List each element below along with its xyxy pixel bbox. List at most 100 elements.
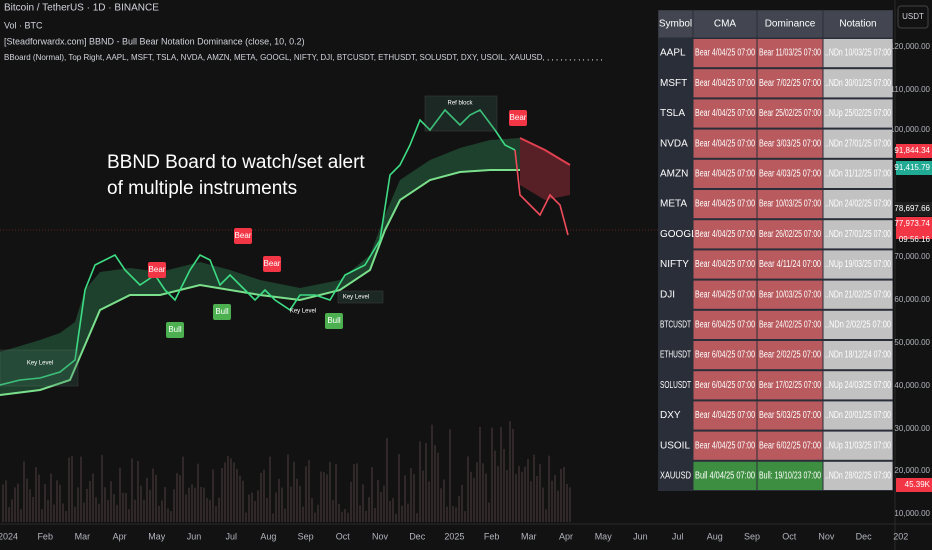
time-label: Dec [856, 531, 873, 541]
symbol: DXY [660, 410, 681, 421]
price-tag-label: 77,973.74 [894, 219, 930, 228]
table-cell [693, 280, 757, 309]
cell-text: Bear 5/03/25 07:00 [759, 410, 821, 421]
volume-bar [236, 469, 238, 522]
volume-bar [50, 473, 52, 522]
volume-bar [113, 494, 115, 522]
cell-text: Bear 4/04/25 07:00 [695, 169, 755, 180]
volume-bar [317, 504, 319, 522]
cell-text: ..NDn 27/01/25 07:00 [825, 229, 891, 240]
volume-bar [206, 498, 208, 522]
table-cell [693, 371, 757, 400]
price-label: 10,000.00 [894, 509, 930, 518]
volume-bar [146, 477, 148, 522]
volume-bar [2, 484, 4, 522]
cell-text: Bear 4/04/25 07:00 [695, 199, 755, 210]
cell-text: Bear 6/04/25 07:00 [695, 350, 755, 361]
price-series [514, 149, 569, 236]
table-cell [757, 401, 823, 430]
volume-bar [332, 500, 334, 522]
volume-bar [62, 503, 64, 522]
cell-text: Bear 2/02/25 07:00 [759, 350, 821, 361]
symbol: META [660, 199, 687, 210]
signal-label: Bear [510, 113, 527, 122]
volume-bar [275, 492, 277, 522]
column-header: CMA [714, 19, 737, 30]
signal-label: Bull [215, 307, 229, 316]
time-label: Aug [260, 531, 276, 541]
volume-bar [527, 459, 529, 522]
signal-badge [213, 304, 231, 320]
cell-text: Bear 17/02/25 07:00 [759, 380, 821, 391]
volume-bar [437, 452, 439, 522]
volume-bar [452, 506, 454, 522]
volume-bar [329, 461, 331, 522]
volume-bar [269, 456, 271, 522]
volume-bar [554, 474, 556, 522]
volume-bar [311, 498, 313, 522]
time-label: Aug [707, 531, 723, 541]
zone-box [424, 95, 498, 132]
symbol: NIFTY [660, 259, 689, 270]
volume-bar [44, 484, 46, 522]
signal-label: Bear [149, 265, 166, 274]
cell-text: Bear 4/04/25 07:00 [695, 440, 755, 451]
time-label: May [148, 531, 166, 541]
table-cell [823, 401, 893, 430]
volume-bar [230, 458, 232, 522]
volume-bar [500, 426, 502, 522]
signal-badge [234, 228, 252, 244]
volume-bar [407, 503, 409, 522]
table-cell [757, 431, 823, 460]
volume-bar [506, 469, 508, 522]
bull-band [0, 138, 520, 395]
cell-text: ..NDn 10/03/25 07:00 [825, 48, 891, 59]
price-tag [896, 161, 932, 175]
time-label: Oct [336, 531, 351, 541]
table-cell [823, 341, 893, 370]
table-cell [693, 159, 757, 188]
table-cell [757, 99, 823, 128]
symbol: MSFT [660, 78, 687, 89]
table-cell [823, 159, 893, 188]
volume-bar [56, 480, 58, 522]
currency-button [897, 5, 929, 29]
volume-bar [539, 464, 541, 522]
volume-bar [422, 470, 424, 522]
volume-bar [209, 499, 211, 522]
volume-bar [128, 509, 130, 522]
volume-bar [509, 421, 511, 522]
volume-bar [416, 513, 418, 522]
table-cell [693, 39, 757, 68]
table-cell [693, 190, 757, 219]
volume-bar [524, 466, 526, 522]
board-table: Symbol CMA Dominance Notation AAPL Bear 4/04/… [658, 10, 893, 491]
volume-bar [80, 456, 82, 522]
volume-bar [464, 511, 466, 522]
time-label: Apr [559, 531, 573, 541]
volume-bar [467, 456, 469, 522]
volume-bar [32, 496, 34, 522]
volume-bar [350, 481, 352, 522]
volume-bar [125, 492, 127, 522]
signal-badge [148, 262, 166, 278]
volume-bar [365, 510, 367, 522]
volume-bar [86, 488, 88, 522]
volume-bar [392, 498, 394, 522]
header-cell [757, 10, 823, 38]
price-tag [896, 144, 932, 158]
table-cell [693, 250, 757, 279]
zone-box [0, 349, 79, 387]
volume-bar [17, 483, 19, 522]
column-header: Notation [839, 19, 876, 30]
volume-bar [134, 499, 136, 522]
volume-bar [299, 485, 301, 522]
volume-bar [272, 513, 274, 522]
volume-bar [224, 462, 226, 522]
volume-bar [560, 468, 562, 522]
time-label: Nov [372, 531, 389, 541]
bear-band [520, 138, 570, 200]
zone-label: Key Level [290, 309, 316, 315]
volume-bar [83, 502, 85, 522]
